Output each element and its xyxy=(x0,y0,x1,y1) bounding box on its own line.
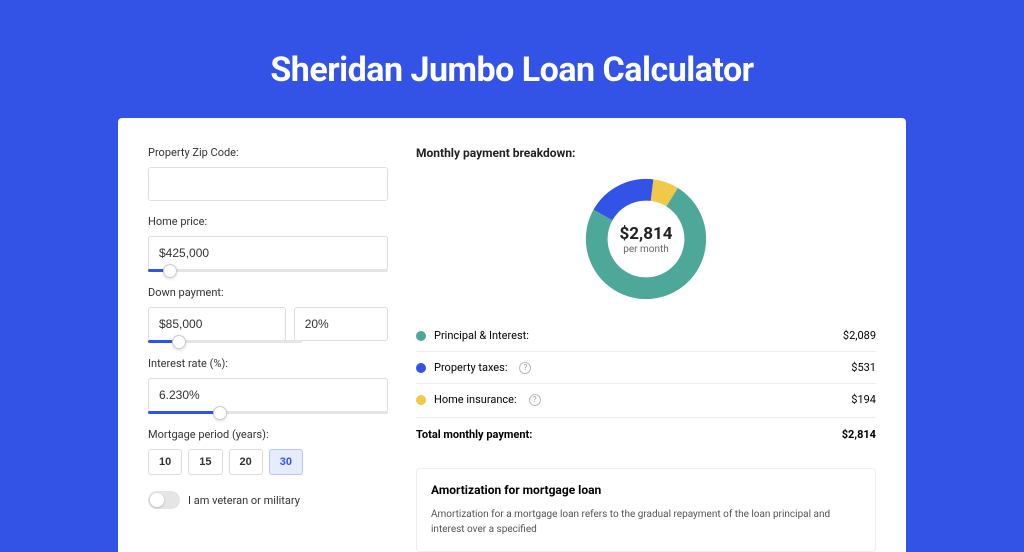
total-label: Total monthly payment: xyxy=(416,428,532,441)
breakdown-row: Principal & Interest: $2,089 xyxy=(416,320,876,351)
zip-field-group: Property Zip Code: xyxy=(148,146,388,201)
breakdown-value: $2,089 xyxy=(843,329,876,342)
veteran-label: I am veteran or military xyxy=(188,494,300,507)
down-field-group: Down payment: xyxy=(148,286,388,343)
rate-slider-thumb[interactable] xyxy=(213,406,227,420)
period-buttons: 1015 2030 xyxy=(148,449,388,475)
form-column: Property Zip Code: Home price: Down paym… xyxy=(148,146,388,552)
breakdown-label: Property taxes: xyxy=(434,361,507,374)
donut-chart: $2,814 per month xyxy=(581,174,711,304)
price-slider-thumb[interactable] xyxy=(163,264,177,278)
donut-wrap: $2,814 per month xyxy=(416,174,876,304)
down-pct-input[interactable] xyxy=(294,307,388,341)
page-title: Sheridan Jumbo Loan Calculator xyxy=(0,0,1024,118)
period-btn-20[interactable]: 20 xyxy=(229,449,263,475)
price-label: Home price: xyxy=(148,215,388,228)
rate-slider[interactable] xyxy=(148,411,388,414)
down-slider-thumb[interactable] xyxy=(172,335,186,349)
info-icon[interactable]: ? xyxy=(519,362,531,374)
legend-dot-icon xyxy=(416,395,426,405)
donut-amount: $2,814 xyxy=(620,224,673,244)
breakdown-value: $194 xyxy=(851,393,876,406)
breakdown-title: Monthly payment breakdown: xyxy=(416,146,876,160)
veteran-row: I am veteran or military xyxy=(148,491,388,509)
period-btn-15[interactable]: 15 xyxy=(188,449,222,475)
breakdown-label: Home insurance: xyxy=(434,393,517,406)
price-input[interactable] xyxy=(148,236,388,270)
amortization-card: Amortization for mortgage loan Amortizat… xyxy=(416,468,876,552)
breakdown-label: Principal & Interest: xyxy=(434,329,529,342)
total-row: Total monthly payment: $2,814 xyxy=(416,417,876,450)
period-field-group: Mortgage period (years): 1015 2030 xyxy=(148,428,388,475)
calculator-panel: Property Zip Code: Home price: Down paym… xyxy=(118,118,906,552)
legend-dot-icon xyxy=(416,331,426,341)
period-btn-30[interactable]: 30 xyxy=(269,449,303,475)
toggle-knob xyxy=(150,493,164,507)
legend-dot-icon xyxy=(416,363,426,373)
breakdown-value: $531 xyxy=(851,361,876,374)
price-field-group: Home price: xyxy=(148,215,388,272)
down-label: Down payment: xyxy=(148,286,388,299)
veteran-toggle[interactable] xyxy=(148,491,180,509)
breakdown-row: Property taxes:? $531 xyxy=(416,351,876,383)
breakdown-list: Principal & Interest: $2,089 Property taxe… xyxy=(416,320,876,415)
info-icon[interactable]: ? xyxy=(529,394,541,406)
rate-field-group: Interest rate (%): xyxy=(148,357,388,414)
price-slider[interactable] xyxy=(148,269,388,272)
rate-input[interactable] xyxy=(148,378,388,412)
donut-sub: per month xyxy=(623,244,669,255)
down-amount-input[interactable] xyxy=(148,307,286,341)
amortization-title: Amortization for mortgage loan xyxy=(431,483,861,497)
rate-label: Interest rate (%): xyxy=(148,357,388,370)
down-slider[interactable] xyxy=(148,340,302,343)
total-value: $2,814 xyxy=(842,428,876,441)
zip-input[interactable] xyxy=(148,167,388,201)
period-label: Mortgage period (years): xyxy=(148,428,388,441)
period-btn-10[interactable]: 10 xyxy=(148,449,182,475)
breakdown-row: Home insurance:? $194 xyxy=(416,383,876,415)
breakdown-column: Monthly payment breakdown: $2,814 per mo… xyxy=(416,146,876,552)
zip-label: Property Zip Code: xyxy=(148,146,388,159)
